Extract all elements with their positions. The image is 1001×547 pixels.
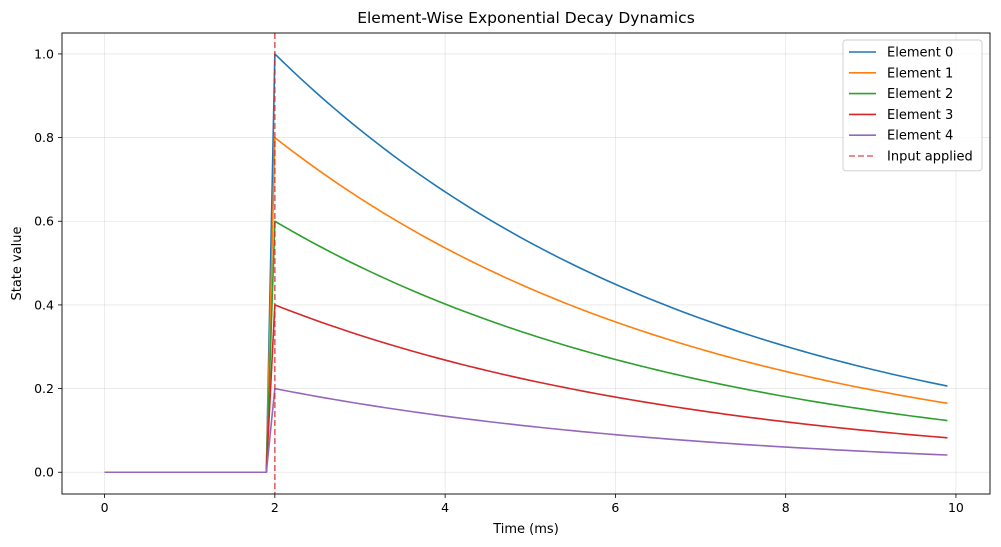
x-tick-label: 6 — [611, 500, 619, 515]
x-tick-label: 8 — [782, 500, 790, 515]
y-tick-label: 0.8 — [34, 130, 54, 145]
chart-title: Element-Wise Exponential Decay Dynamics — [357, 9, 695, 27]
x-tick-label: 4 — [441, 500, 449, 515]
y-tick-label: 0.0 — [34, 465, 54, 480]
series-line-element-2 — [104, 220, 948, 474]
x-tick-label: 2 — [271, 500, 279, 515]
legend-label: Element 4 — [887, 129, 953, 144]
legend-label: Element 3 — [887, 108, 953, 123]
y-tick-label: 0.4 — [34, 297, 54, 312]
plot-area — [104, 33, 948, 494]
axes-frame — [61, 32, 991, 495]
y-axis-label: State value — [10, 226, 25, 300]
y-tick-label: 0.2 — [34, 381, 54, 396]
legend-box — [842, 39, 983, 172]
x-axis: 0 2 4 6 8 10 — [101, 494, 964, 515]
y-tick-label: 0.6 — [34, 214, 54, 229]
legend-label: Input applied — [887, 150, 973, 165]
legend-label: Element 0 — [887, 46, 953, 61]
y-tick-label: 1.0 — [34, 46, 54, 61]
y-axis: 0.0 0.2 0.4 0.6 0.8 1.0 — [34, 46, 62, 480]
legend-label: Element 1 — [887, 66, 953, 81]
x-axis-label: Time (ms) — [492, 522, 559, 537]
series-line-element-0 — [104, 53, 948, 474]
legend: Element 0 Element 1 Element 2 Element 3 Elem… — [842, 39, 983, 172]
x-tick-label: 10 — [948, 500, 964, 515]
legend-label: Element 2 — [887, 87, 953, 102]
x-tick-label: 0 — [101, 500, 109, 515]
series-line-element-4 — [104, 387, 948, 474]
